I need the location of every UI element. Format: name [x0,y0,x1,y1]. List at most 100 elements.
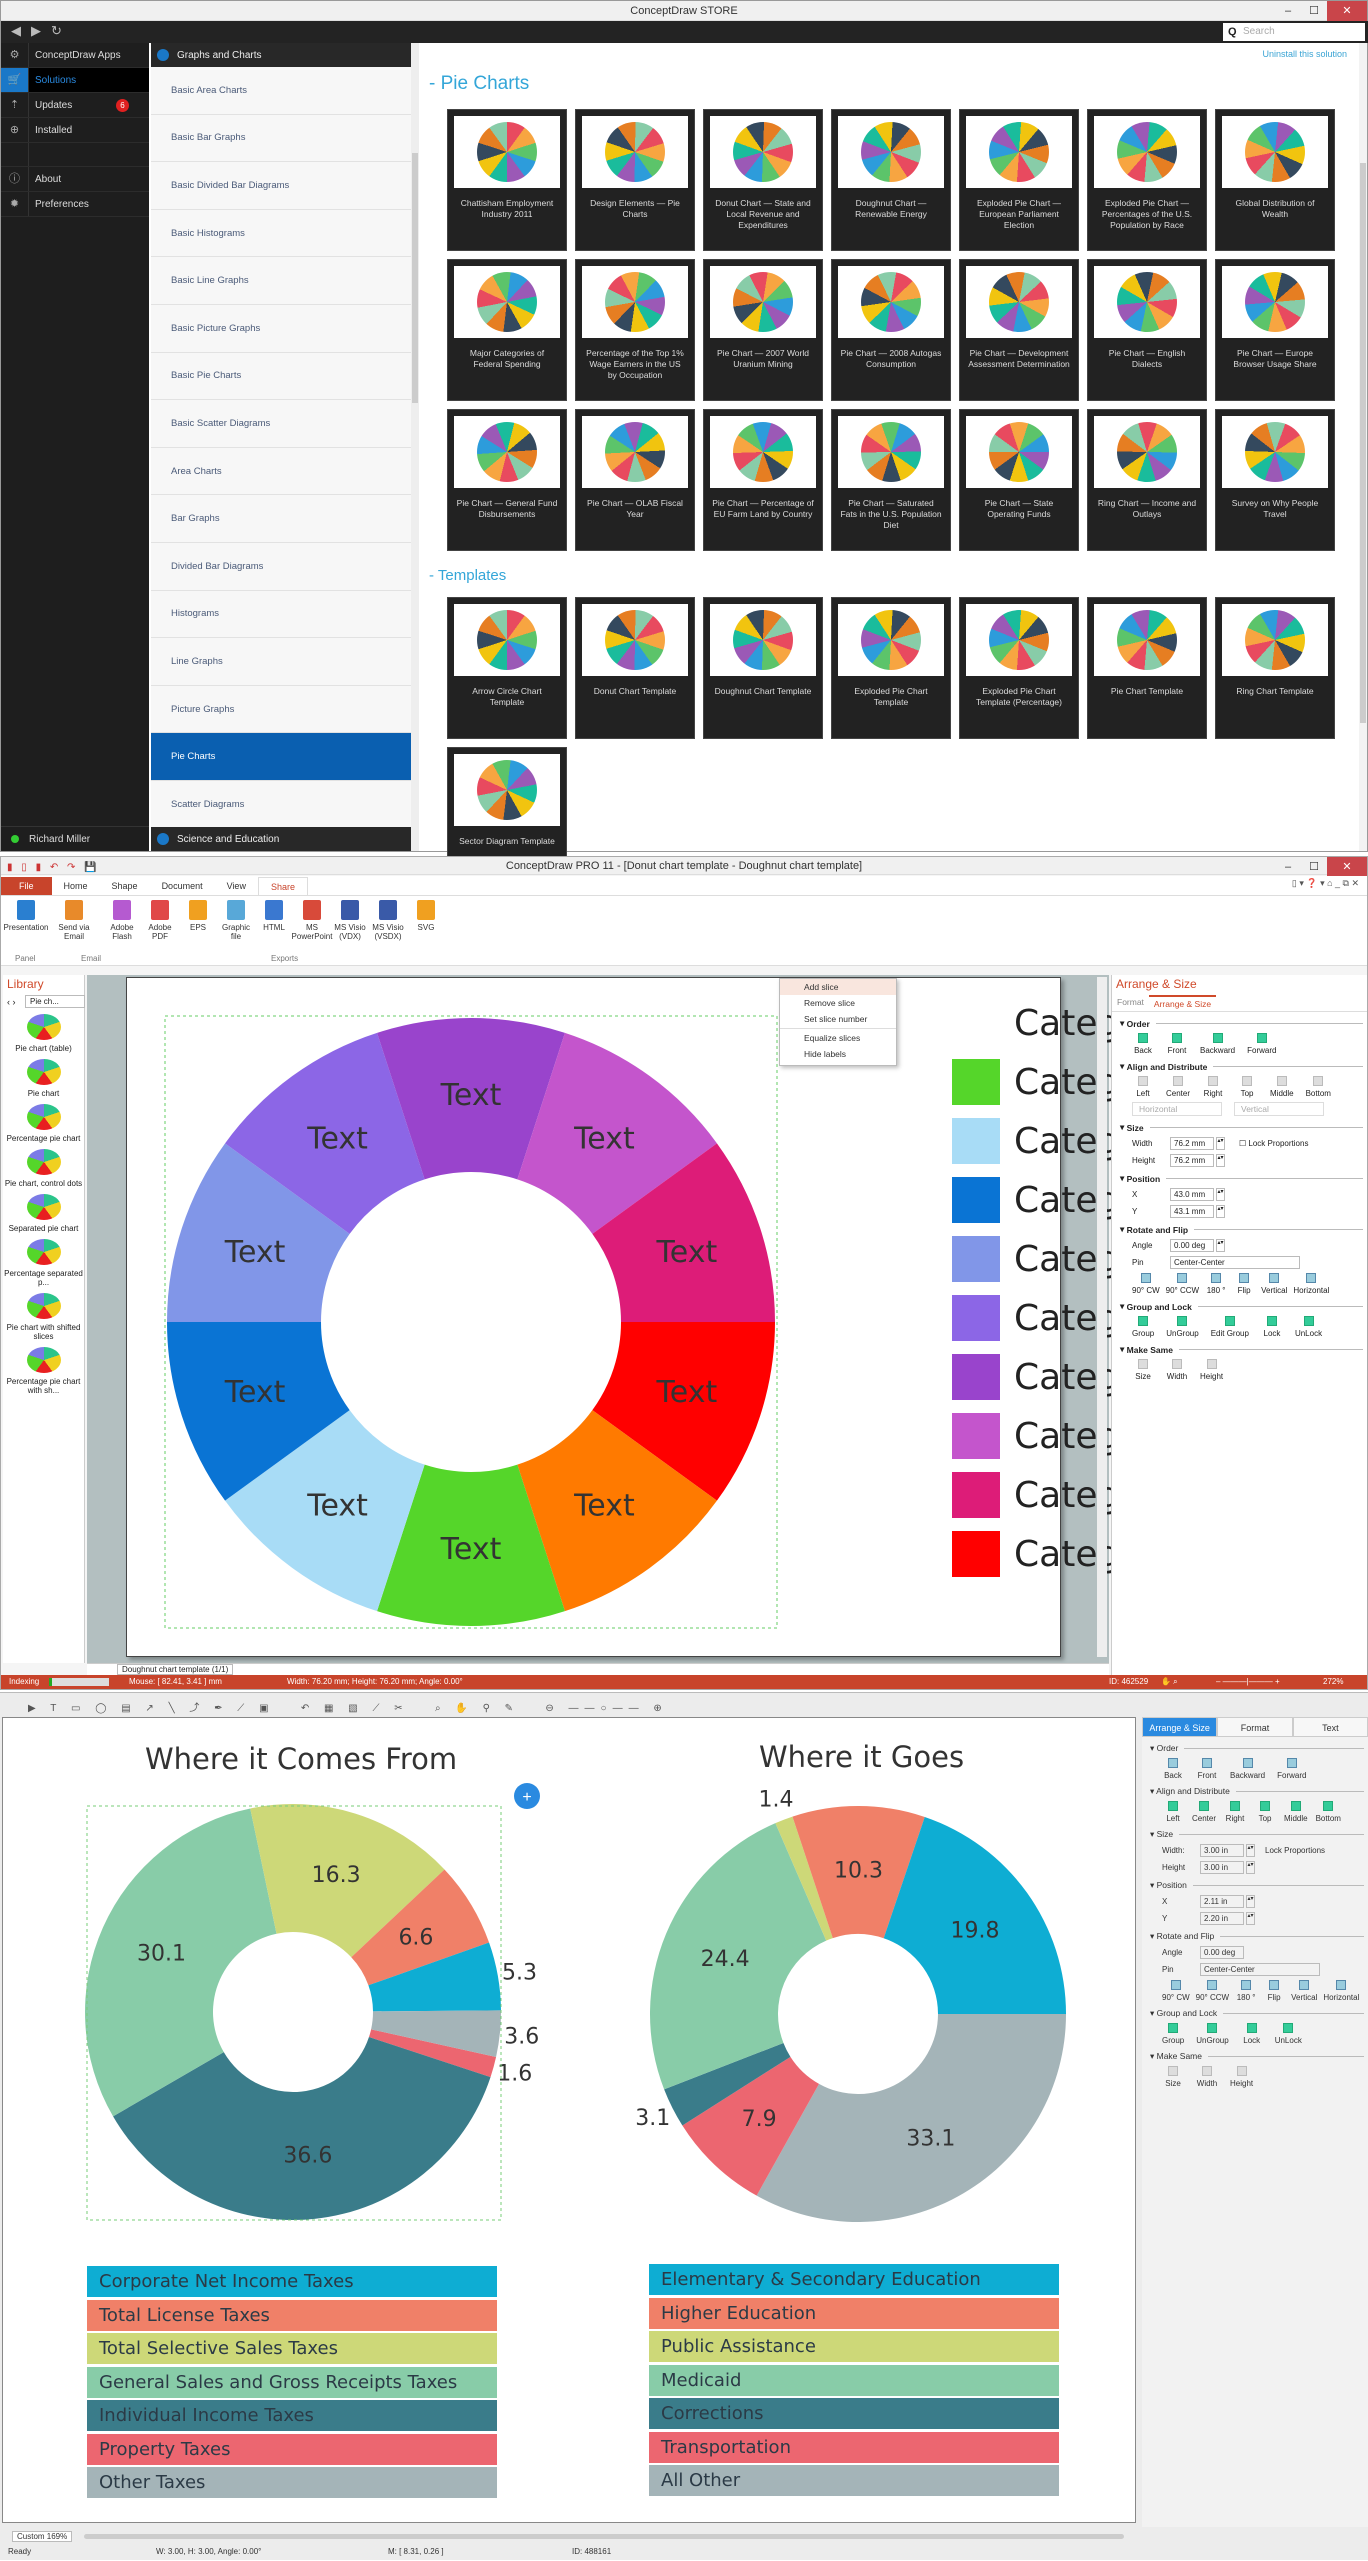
minimize-icon[interactable]: – [1284,5,1292,17]
category-item[interactable]: Bar Graphs [151,495,411,543]
donut-slice[interactable] [517,1032,717,1234]
panel-button[interactable]: Bottom [1306,1076,1331,1098]
tab-share[interactable]: Share [257,877,308,895]
pan-icon[interactable]: ✋ ⌕ [1161,1677,1178,1686]
mac-height-field[interactable]: 3.00 in [1200,1861,1244,1874]
mac-height-stepper[interactable]: ▴▾ [1246,1861,1255,1874]
drawing-page[interactable]: Text Text Text Text Text Text Text Text Text Text… [126,977,1178,1658]
category-item[interactable]: Area Charts [151,448,411,496]
forward-icon[interactable]: ▶ [31,23,51,38]
donut-slice[interactable] [792,1806,925,1939]
panel-button[interactable]: Forward [1277,1758,1306,1780]
panel-button[interactable]: 90° CCW [1166,1273,1199,1295]
panel-button[interactable]: 90° CW [1132,1273,1160,1295]
y-stepper[interactable]: ▴▾ [1216,1205,1225,1218]
help-tools[interactable]: ▯ ▾ ❓ ▾ ⌂ _ ⧉ ✕ [1291,878,1359,888]
examples-card[interactable]: Exploded Pie Chart — Percentages of the … [1087,109,1207,251]
sidebar-item-about[interactable]: ⓘ About [1,167,149,192]
mac-y-stepper[interactable]: ▴▾ [1246,1912,1255,1925]
panel-button[interactable]: Right [1224,1801,1246,1823]
templates-card[interactable]: Exploded Pie Chart Template (Percentage) [959,597,1079,739]
sidebar-item-solutions[interactable]: 🛒 Solutions [1,68,149,93]
panel-button[interactable]: Width [1196,2066,1218,2088]
mac-x-stepper[interactable]: ▴▾ [1246,1895,1255,1908]
menu-equalize-slices[interactable]: Equalize slices [804,1033,861,1043]
page-tab[interactable]: Doughnut chart template (1/1) [117,1664,234,1675]
mac-x-field[interactable]: 2.11 in [1200,1895,1244,1908]
sidebar-item-updates[interactable]: ⇡ Updates 6 [1,93,149,118]
library-item[interactable]: Pie chart (table) [3,1014,84,1053]
library-item[interactable]: Percentage separated p... [3,1239,84,1287]
panel-button[interactable]: 180 ° [1205,1273,1227,1295]
templates-card[interactable]: Arrow Circle Chart Template [447,597,567,739]
panel-button[interactable]: Back [1132,1033,1154,1055]
examples-card[interactable]: Survey on Why People Travel [1215,409,1335,551]
examples-card[interactable]: Chattisham Employment Industry 2011 [447,109,567,251]
distribute-horizontal-select[interactable]: Horizontal [1132,1102,1222,1116]
panel-button[interactable]: Height [1200,1359,1223,1381]
examples-card[interactable]: Pie Chart — 2007 World Uranium Mining [703,259,823,401]
export-button[interactable]: Graphic file [217,900,255,965]
tab-format[interactable]: Format [1217,1717,1293,1737]
category-item[interactable]: Pie Charts [151,733,411,781]
panel-button[interactable]: UnGroup [1166,1316,1199,1338]
panel-button[interactable]: Lock [1241,2023,1263,2045]
tab-format[interactable]: Format [1117,997,1144,1007]
panel-button[interactable]: Bottom [1316,1801,1341,1823]
templates-card[interactable]: Doughnut Chart Template [703,597,823,739]
export-button[interactable]: MS Visio (VDX) [331,900,369,965]
panel-button[interactable]: Size [1162,2066,1184,2088]
zoom-select[interactable]: Custom 169% [12,2531,73,2542]
angle-stepper[interactable]: ▴▾ [1216,1239,1225,1252]
examples-card[interactable]: Pie Chart — Development Assessment Deter… [959,259,1079,401]
donut-slice[interactable] [883,1817,1066,2014]
panel-button[interactable]: Center [1192,1801,1216,1823]
panel-button[interactable]: Middle [1284,1801,1308,1823]
doughnut-template-chart[interactable]: Text Text Text Text Text Text Text Text Text Text [127,978,1062,1658]
examples-card[interactable]: Doughnut Chart — Renewable Energy [831,109,951,251]
tab-arrange-size[interactable]: Arrange & Size [1148,995,1217,1011]
close-icon[interactable]: ✕ [1327,857,1367,877]
library-item[interactable]: Pie chart with shifted slices [3,1293,84,1341]
width-field[interactable]: 76.2 mm [1170,1137,1214,1150]
examples-card[interactable]: Pie Chart — General Fund Disbursements [447,409,567,551]
category-item[interactable]: Picture Graphs [151,686,411,734]
export-button[interactable]: EPS [179,900,217,965]
donut-slice[interactable] [517,1410,717,1612]
mac-pin-select[interactable]: Center-Center [1200,1963,1320,1976]
mac-width-stepper[interactable]: ▴▾ [1246,1844,1255,1857]
donut-slice[interactable] [650,1823,827,2090]
panel-button[interactable]: UnLock [1295,1316,1322,1338]
category-item[interactable]: Line Graphs [151,638,411,686]
category-item[interactable]: Histograms [151,591,411,639]
panel-button[interactable]: 90° CCW [1196,1980,1229,2002]
export-button[interactable]: Presentation [4,900,48,965]
donut-slice[interactable] [167,1143,350,1322]
panel-button[interactable]: Flip [1233,1273,1255,1295]
mac-width-field[interactable]: 3.00 in [1200,1844,1244,1857]
donut-slice[interactable] [592,1322,775,1501]
close-icon[interactable]: ✕ [1327,1,1367,21]
canvas-vertical-scrollbar[interactable] [1097,977,1107,1657]
examples-card[interactable]: Donut Chart — State and Local Revenue an… [703,109,823,251]
donut-slice[interactable] [682,2056,820,2196]
height-stepper[interactable]: ▴▾ [1216,1154,1225,1167]
examples-card[interactable]: Pie Chart — Saturated Fats in the U.S. P… [831,409,951,551]
content-scrollbar[interactable] [1359,43,1367,851]
donut-slice[interactable] [250,1804,445,1958]
width-stepper[interactable]: ▴▾ [1216,1137,1225,1150]
lock-proportions-checkbox[interactable]: ☐ Lock Proportions [1239,1139,1309,1148]
panel-button[interactable]: Left [1132,1076,1154,1098]
donut-slice[interactable] [225,1410,425,1612]
donut-slice[interactable] [377,1018,565,1180]
export-button[interactable]: Adobe Flash [103,900,141,965]
panel-button[interactable]: Right [1202,1076,1224,1098]
library-item[interactable]: Percentage pie chart [3,1104,84,1143]
panel-button[interactable]: Flip [1263,1980,1285,2002]
category-group-science[interactable]: Science and Education [151,827,411,851]
y-field[interactable]: 43.1 mm [1170,1205,1214,1218]
menu-add-slice[interactable]: Add slice [780,979,896,995]
panel-button[interactable]: 180 ° [1235,1980,1257,2002]
panel-button[interactable]: Left [1162,1801,1184,1823]
examples-card[interactable]: Design Elements — Pie Charts [575,109,695,251]
